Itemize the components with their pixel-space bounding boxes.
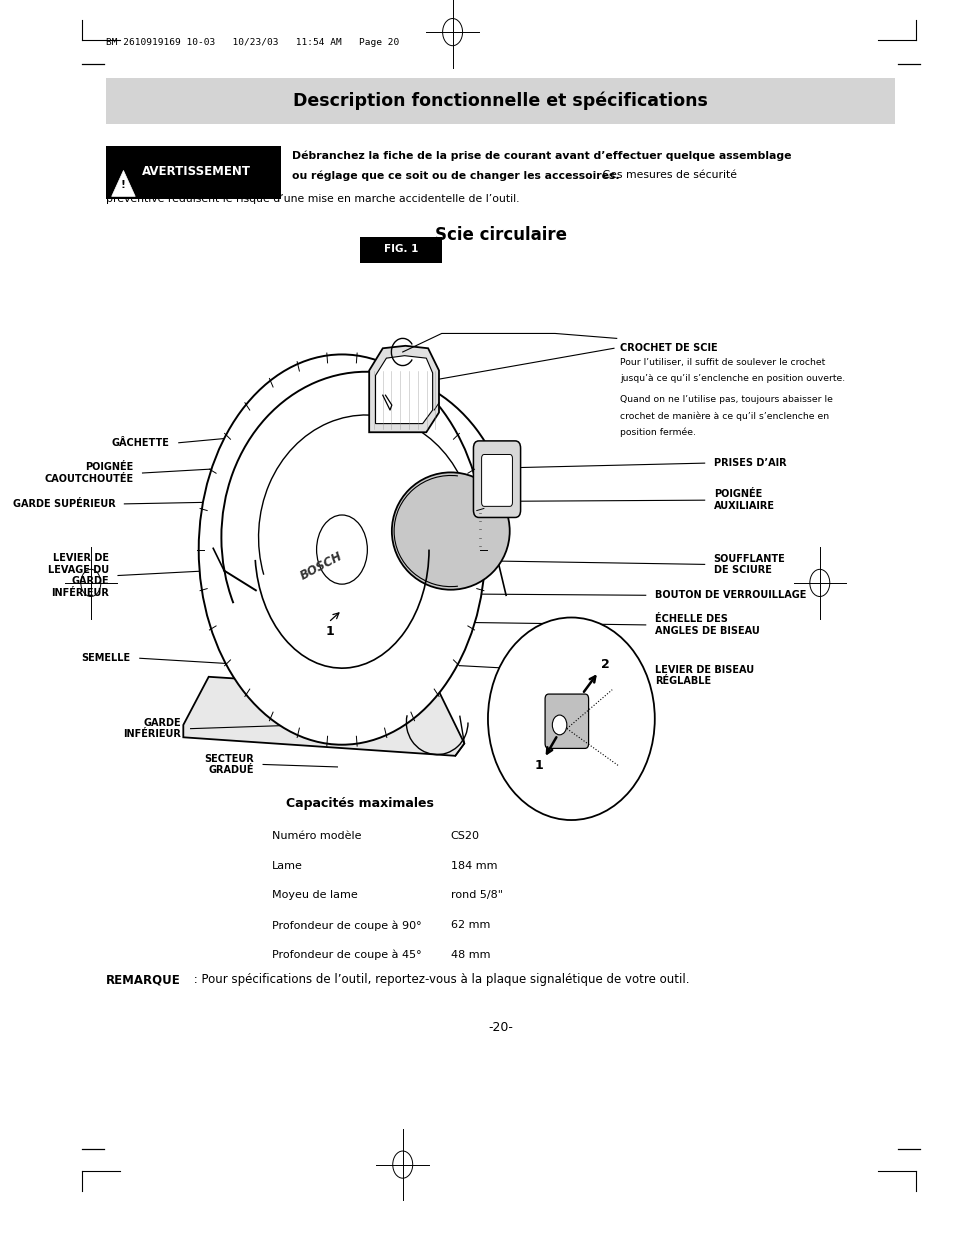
- Text: CROCHET DE SCIE: CROCHET DE SCIE: [619, 343, 718, 353]
- FancyBboxPatch shape: [544, 694, 588, 748]
- Text: BM 2610919169 10-03   10/23/03   11:54 AM   Page 20: BM 2610919169 10-03 10/23/03 11:54 AM Pa…: [106, 38, 399, 47]
- Text: AVERTISSEMENT: AVERTISSEMENT: [141, 165, 251, 178]
- Circle shape: [198, 354, 485, 745]
- Polygon shape: [183, 677, 464, 756]
- Text: -20-: -20-: [488, 1021, 513, 1035]
- Circle shape: [552, 715, 566, 735]
- Text: BOSCH: BOSCH: [297, 550, 344, 582]
- Text: ou réglage que ce soit ou de changer les accessoires.: ou réglage que ce soit ou de changer les…: [292, 170, 619, 182]
- Text: 2: 2: [600, 658, 610, 671]
- Text: GÂCHETTE: GÂCHETTE: [112, 437, 170, 448]
- Text: ÉCHELLE DES
ANGLES DE BISEAU: ÉCHELLE DES ANGLES DE BISEAU: [654, 614, 759, 636]
- Circle shape: [316, 515, 367, 584]
- Text: Quand on ne l’utilise pas, toujours abaisser le: Quand on ne l’utilise pas, toujours abai…: [619, 395, 832, 404]
- Text: CS20: CS20: [451, 831, 479, 841]
- FancyBboxPatch shape: [481, 454, 512, 506]
- Text: BOUTON DE VERROUILLAGE: BOUTON DE VERROUILLAGE: [654, 590, 805, 600]
- Text: POIGNÉE
CAOUTCHOUTÉE: POIGNÉE CAOUTCHOUTÉE: [44, 462, 133, 484]
- Text: Débranchez la fiche de la prise de courant avant d’effectuer quelque assemblage: Débranchez la fiche de la prise de coura…: [292, 151, 791, 162]
- Text: FIG. 1: FIG. 1: [383, 245, 417, 254]
- Polygon shape: [112, 170, 135, 196]
- Text: Capacités maximales: Capacités maximales: [286, 797, 434, 810]
- FancyBboxPatch shape: [106, 146, 281, 199]
- Text: 1: 1: [326, 625, 335, 637]
- Text: PRISES D’AIR: PRISES D’AIR: [713, 458, 785, 468]
- Text: SECTEUR
GRADUÉ: SECTEUR GRADUÉ: [204, 753, 253, 776]
- Text: 62 mm: 62 mm: [451, 920, 490, 930]
- Text: SOUFFLANTE
DE SCIURE: SOUFFLANTE DE SCIURE: [713, 553, 784, 576]
- Text: REMARQUE: REMARQUE: [106, 973, 181, 987]
- Polygon shape: [369, 346, 438, 432]
- Text: Profondeur de coupe à 45°: Profondeur de coupe à 45°: [272, 950, 421, 961]
- Text: : Pour spécifications de l’outil, reportez-vous à la plaque signalétique de votr: : Pour spécifications de l’outil, report…: [190, 973, 688, 987]
- Text: Profondeur de coupe à 90°: Profondeur de coupe à 90°: [272, 920, 421, 931]
- Text: LEVIER DE BISEAU
RÉGLABLE: LEVIER DE BISEAU RÉGLABLE: [654, 664, 753, 687]
- Text: Numéro modèle: Numéro modèle: [272, 831, 361, 841]
- Text: 1: 1: [534, 760, 542, 772]
- Text: GARDE SUPÉRIEUR: GARDE SUPÉRIEUR: [12, 499, 115, 509]
- Text: rond 5/8": rond 5/8": [451, 890, 502, 900]
- FancyBboxPatch shape: [106, 78, 894, 124]
- Text: LEVIER DE
LEVAGE DU
GARDE
INFÉRIEUR: LEVIER DE LEVAGE DU GARDE INFÉRIEUR: [48, 553, 109, 598]
- Text: Moyeu de lame: Moyeu de lame: [272, 890, 357, 900]
- FancyBboxPatch shape: [359, 237, 441, 263]
- Ellipse shape: [392, 473, 509, 590]
- Text: !: !: [120, 180, 125, 190]
- Text: position fermée.: position fermée.: [619, 427, 696, 437]
- Text: Pour l’utiliser, il suffit de soulever le crochet: Pour l’utiliser, il suffit de soulever l…: [619, 358, 824, 367]
- Text: Description fonctionnelle et spécifications: Description fonctionnelle et spécificati…: [293, 91, 707, 110]
- Ellipse shape: [487, 618, 654, 820]
- Text: jusqu’à ce qu’il s’enclenche en position ouverte.: jusqu’à ce qu’il s’enclenche en position…: [619, 374, 844, 383]
- Text: 184 mm: 184 mm: [451, 861, 497, 871]
- Text: crochet de manière à ce qu’il s’enclenche en: crochet de manière à ce qu’il s’enclench…: [619, 411, 828, 421]
- Text: GARDE
INFÉRIEUR: GARDE INFÉRIEUR: [124, 718, 181, 740]
- Text: Scie circulaire: Scie circulaire: [435, 226, 566, 243]
- Polygon shape: [375, 356, 433, 424]
- Text: POIGNÉE
AUXILIAIRE: POIGNÉE AUXILIAIRE: [713, 489, 774, 511]
- FancyBboxPatch shape: [473, 441, 520, 517]
- Text: 48 mm: 48 mm: [451, 950, 490, 960]
- Text: préventive réduisent le risque d’une mise en marche accidentelle de l’outil.: préventive réduisent le risque d’une mis…: [106, 194, 519, 205]
- Text: Ces mesures de sécurité: Ces mesures de sécurité: [598, 170, 736, 180]
- Text: SEMELLE: SEMELLE: [82, 653, 131, 663]
- Text: Lame: Lame: [272, 861, 303, 871]
